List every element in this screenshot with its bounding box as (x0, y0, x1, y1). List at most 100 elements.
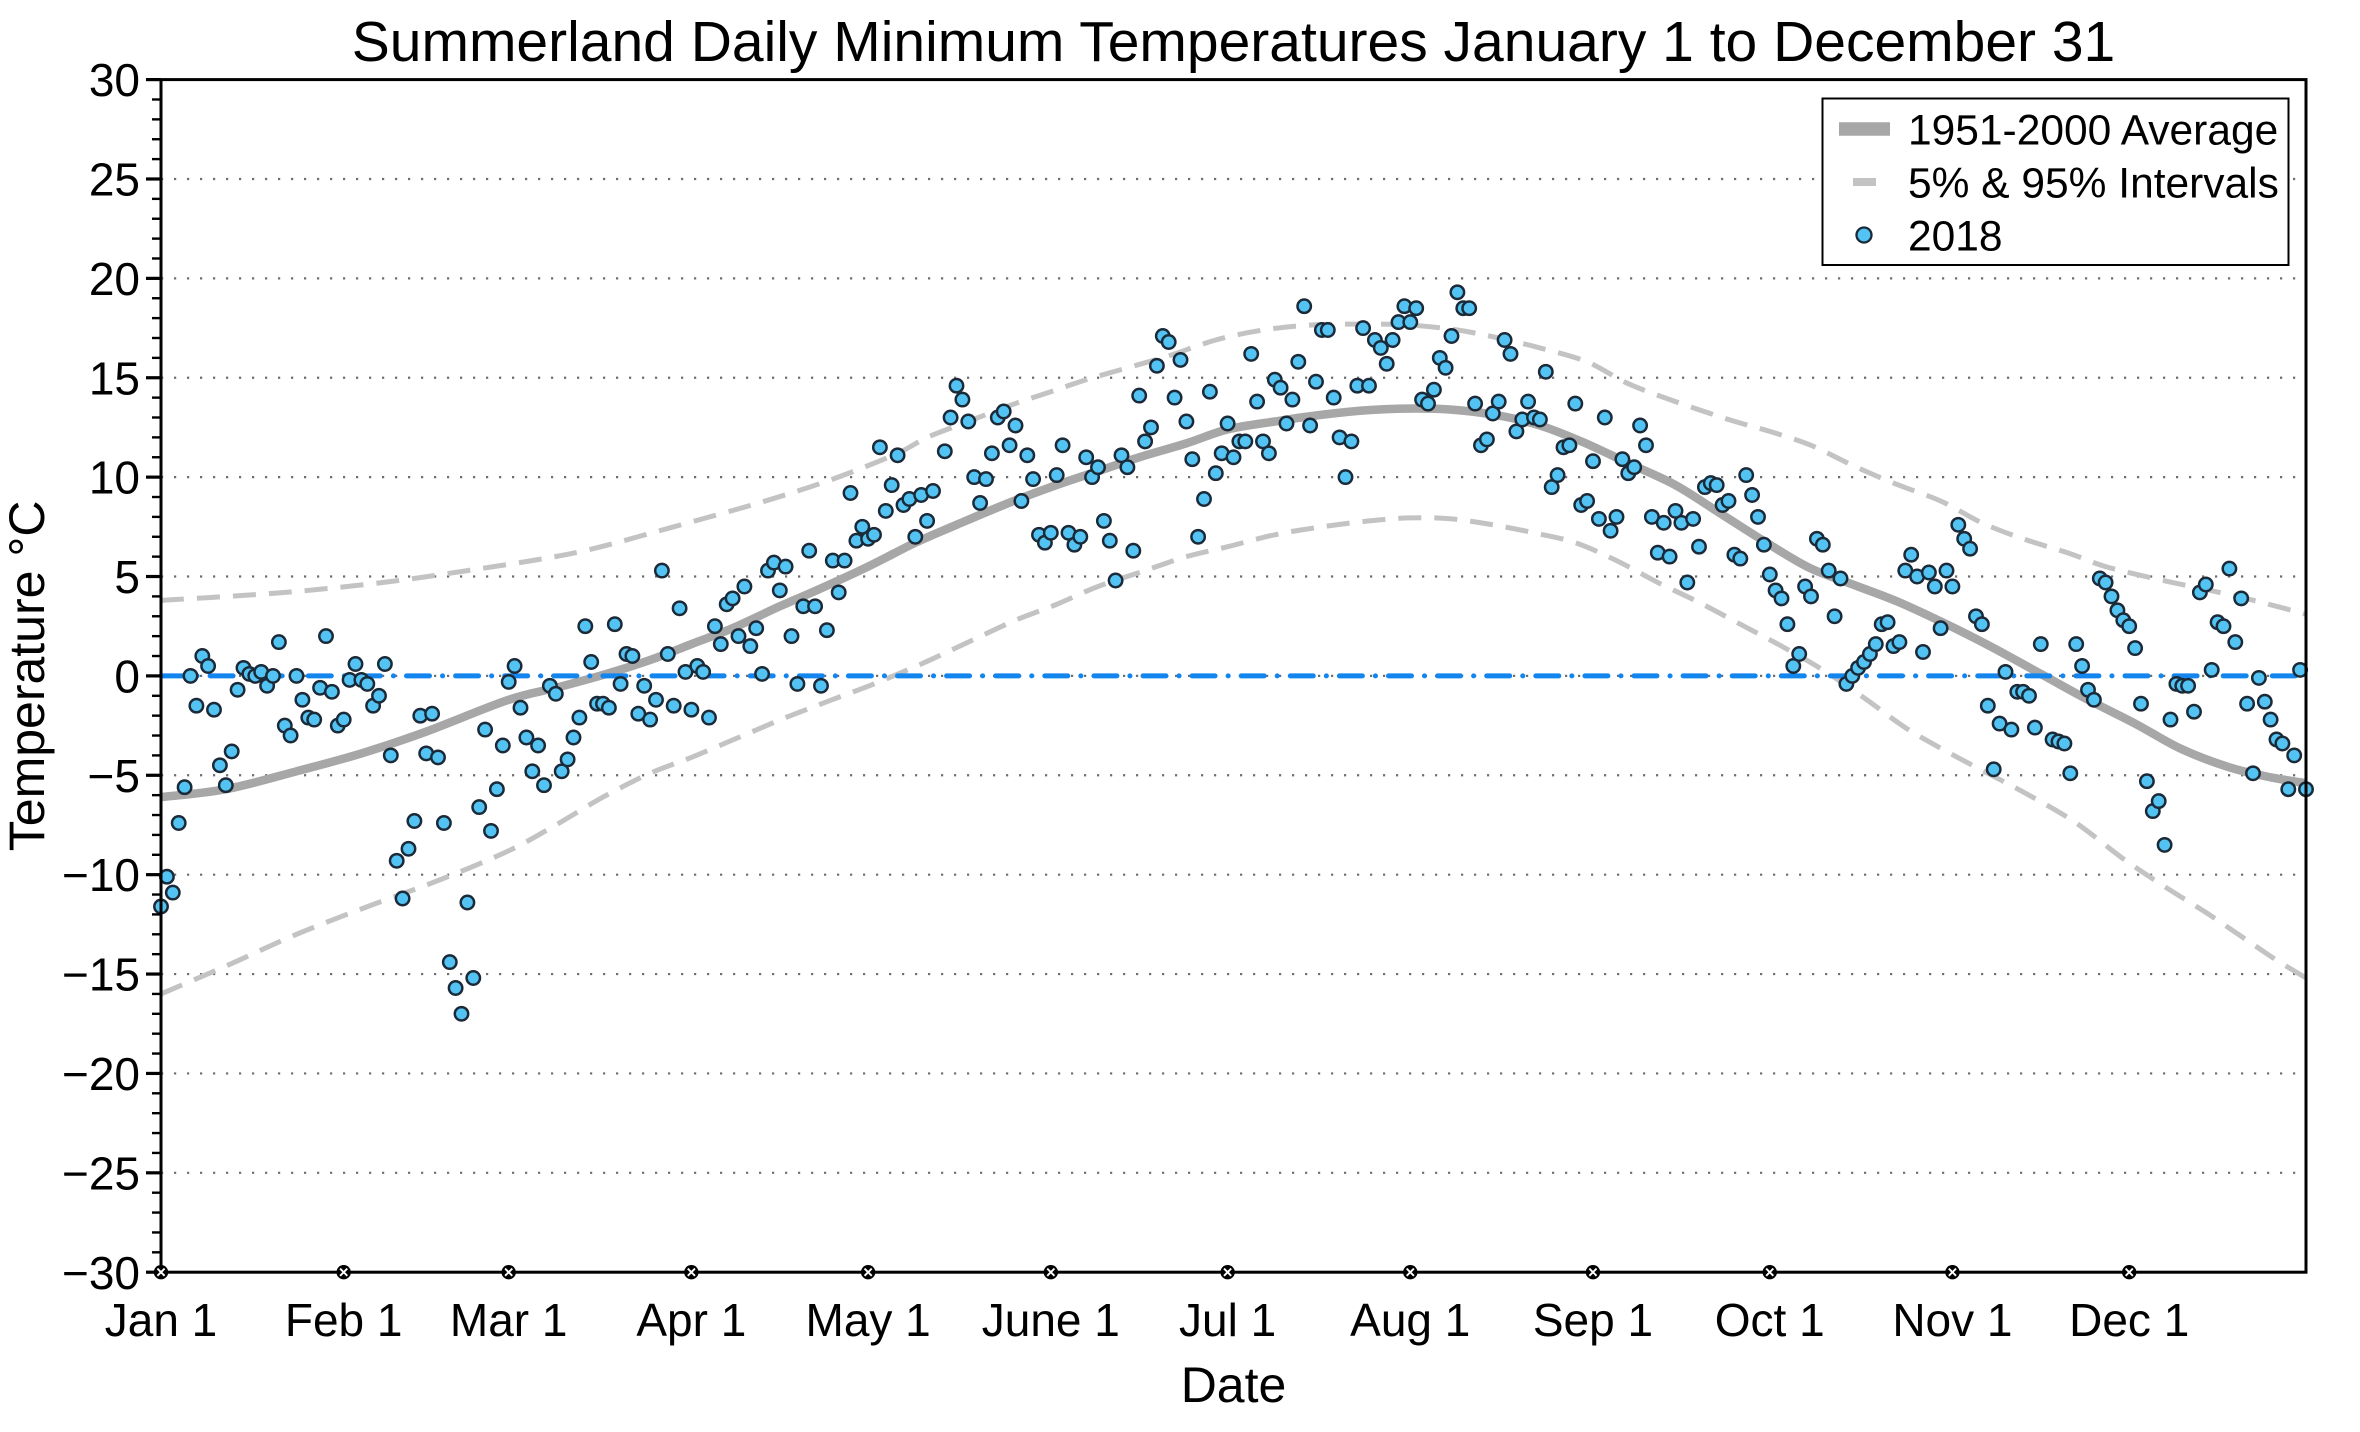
data-point (400, 840, 417, 857)
legend-label: 2018 (1908, 213, 2003, 260)
month-marker-cross (1406, 1267, 1415, 1277)
month-marker (1762, 1265, 1777, 1280)
data-point (2227, 634, 2244, 651)
data-point (936, 443, 953, 460)
data-point (1302, 417, 1319, 434)
data-point (2103, 588, 2120, 605)
data-point (1260, 445, 1277, 462)
data-point (1042, 524, 1059, 541)
data-point (742, 638, 759, 655)
data-point (1361, 377, 1377, 394)
x-tick-label: Jul 1 (1179, 1294, 1276, 1346)
data-point (170, 815, 187, 831)
data-point (871, 439, 888, 456)
data-point (1355, 320, 1372, 337)
data-point (323, 683, 340, 700)
data-point (2121, 618, 2138, 635)
x-tick-label: Dec 1 (2069, 1294, 2189, 1346)
data-point (1549, 467, 1566, 484)
data-point (270, 634, 287, 651)
data-point (359, 675, 376, 692)
data-point (1537, 363, 1554, 380)
data-point (1007, 417, 1024, 434)
data-point (347, 656, 364, 672)
data-point (653, 562, 670, 579)
data-point (1019, 447, 1036, 464)
data-point (424, 705, 441, 722)
data-point (1272, 379, 1289, 396)
data-point (1938, 562, 1955, 579)
data-point (1867, 636, 1884, 653)
data-point (1997, 663, 2014, 680)
data-point (1685, 510, 1702, 527)
data-point (877, 502, 894, 519)
data-point (1903, 546, 1920, 563)
data-point (518, 729, 535, 746)
data-point (2074, 658, 2091, 674)
data-point (2197, 576, 2214, 593)
y-axis-ticks: −30 −25 −20 −15 −10 −5 0 5 10 15 20 25 30 (62, 54, 161, 1299)
data-point (1655, 514, 1672, 531)
data-point (200, 658, 217, 674)
data-point (2003, 721, 2020, 738)
data-point (683, 701, 700, 718)
data-point (459, 894, 476, 911)
data-point (1531, 411, 1548, 428)
data-point (1101, 532, 1118, 549)
month-marker (2122, 1265, 2137, 1280)
data-point (500, 673, 517, 690)
data-point (1962, 540, 1979, 557)
x-tick-label: Nov 1 (1892, 1294, 2012, 1346)
data-point (1325, 389, 1342, 406)
data-point (530, 737, 547, 754)
data-point (1502, 345, 1519, 362)
data-point (1184, 451, 1201, 468)
x-tick-label: Feb 1 (285, 1294, 403, 1346)
data-point (889, 447, 906, 464)
data-point (1496, 332, 1513, 348)
data-point (671, 600, 688, 617)
data-point (512, 699, 529, 716)
data-point (294, 691, 311, 708)
data-point (217, 777, 234, 794)
data-point (1048, 467, 1065, 484)
data-point (2203, 661, 2220, 678)
data-point (1826, 608, 1843, 625)
data-point (465, 970, 482, 986)
data-point (1078, 449, 1095, 466)
data-point (536, 777, 552, 794)
data-point (1290, 353, 1307, 370)
month-marker (1403, 1265, 1418, 1280)
data-point (2026, 719, 2043, 736)
month-marker-cross (863, 1267, 873, 1277)
data-point (771, 582, 788, 599)
data-point (1107, 572, 1124, 589)
data-point (995, 403, 1012, 420)
y-tick-label: −25 (62, 1147, 140, 1199)
data-point (2186, 703, 2202, 720)
data-point (1160, 334, 1177, 350)
data-point (1172, 351, 1189, 368)
data-point (1166, 389, 1183, 406)
data-point (777, 558, 794, 575)
data-point (789, 675, 806, 692)
x-tick-label: Apr 1 (636, 1294, 746, 1346)
data-point (1319, 322, 1336, 338)
data-point (1608, 508, 1625, 525)
month-marker (860, 1265, 876, 1280)
legend-box (1821, 97, 2290, 266)
data-point (1691, 538, 1707, 555)
data-point (282, 727, 299, 744)
data-point (942, 409, 959, 426)
data-point (1708, 477, 1725, 494)
data-point (1384, 332, 1401, 348)
data-point (612, 675, 629, 692)
x-tick-label: Mar 1 (450, 1294, 568, 1346)
data-point (1626, 459, 1643, 476)
data-point (1196, 491, 1212, 507)
y-tick-label: −30 (62, 1247, 140, 1299)
data-point (606, 616, 623, 633)
data-point (754, 665, 771, 682)
data-point (371, 687, 387, 704)
data-point (2127, 640, 2144, 657)
